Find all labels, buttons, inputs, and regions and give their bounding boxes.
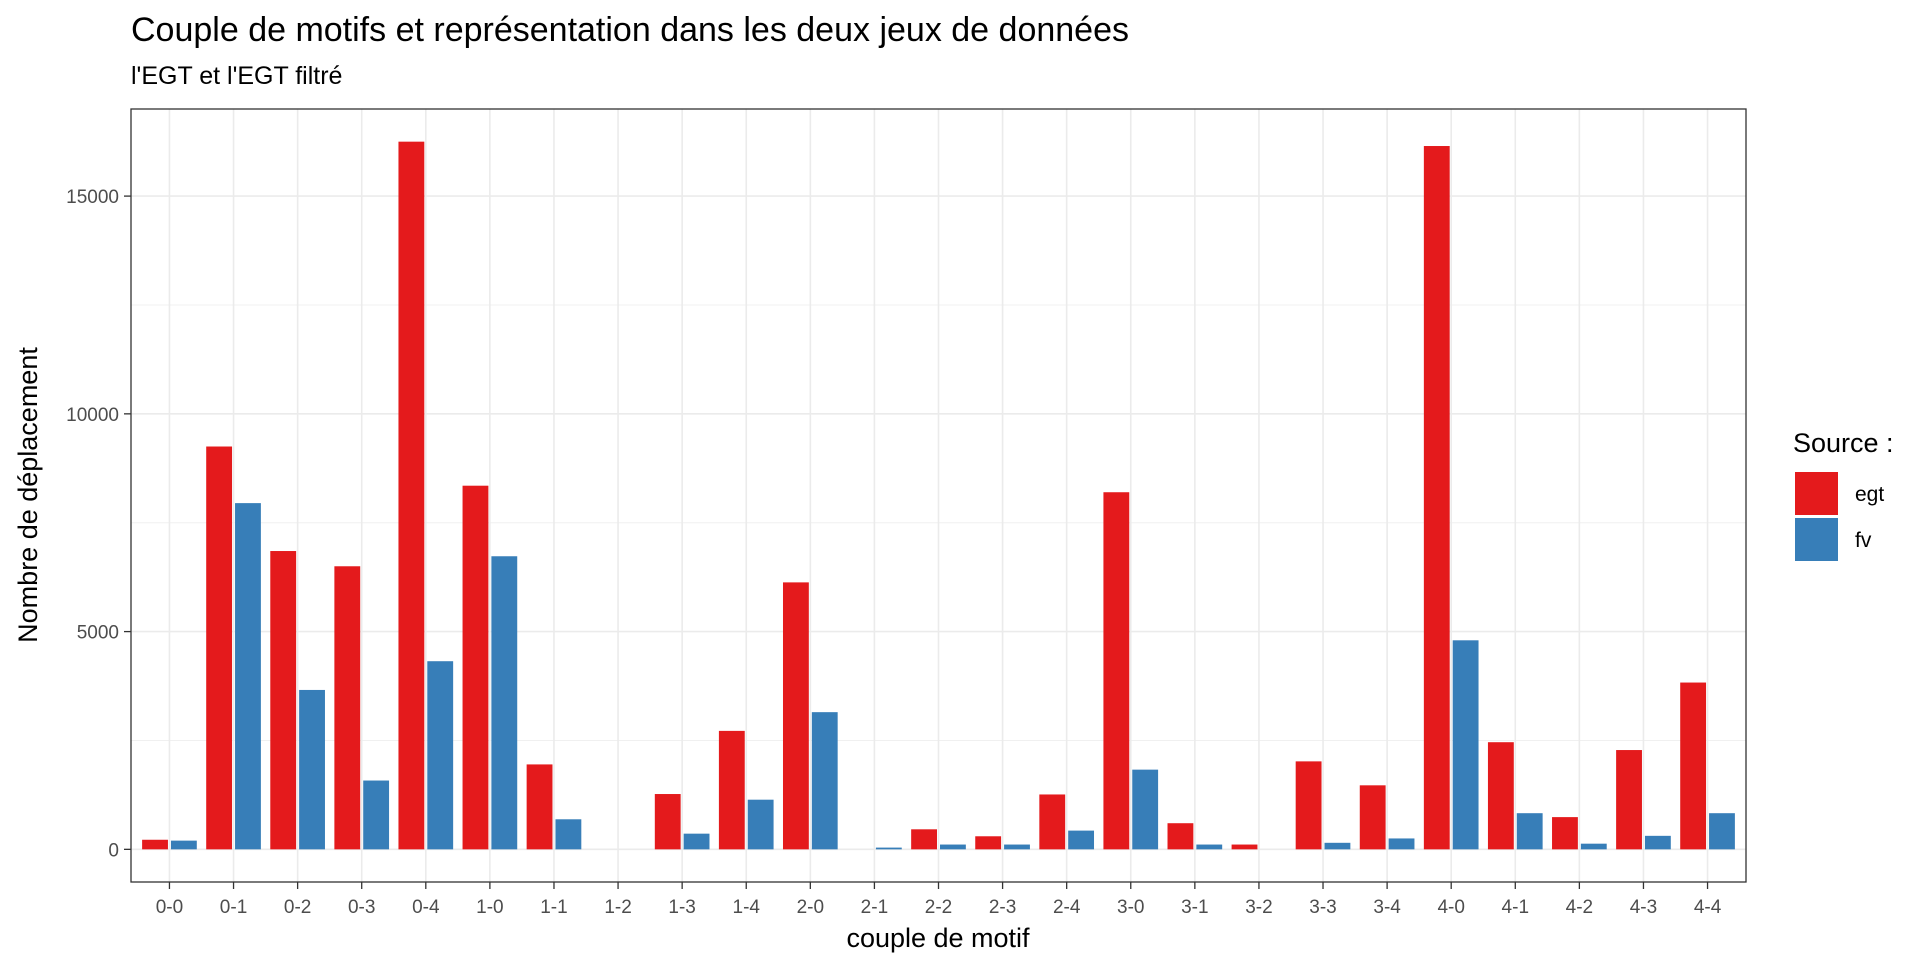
y-axis-title: Nombre de déplacement	[13, 347, 43, 643]
x-tick-label: 4-3	[1630, 897, 1657, 918]
bar-fv-1-3	[683, 833, 710, 850]
bar-egt-4-2	[1552, 817, 1578, 850]
x-tick-label: 4-2	[1566, 897, 1593, 918]
y-tick-label: 5000	[77, 623, 119, 644]
x-tick-label: 4-1	[1502, 897, 1529, 918]
bar-fv-1-0	[491, 556, 518, 850]
bar-egt-2-4	[1039, 794, 1066, 850]
bar-fv-3-4	[1388, 838, 1415, 850]
x-tick-label: 1-0	[476, 897, 503, 918]
bar-egt-0-4	[398, 141, 425, 850]
x-tick-label: 2-2	[925, 897, 952, 918]
bar-egt-4-0	[1423, 146, 1450, 850]
x-tick-label: 1-2	[604, 897, 631, 918]
x-tick-label: 4-0	[1437, 897, 1464, 918]
bar-egt-2-3	[975, 836, 1002, 850]
bar-egt-2-0	[782, 582, 809, 850]
y-tick-label: 10000	[66, 405, 119, 426]
x-tick-label: 1-4	[733, 897, 761, 918]
x-tick-label: 2-4	[1053, 897, 1081, 918]
bar-fv-1-1	[555, 819, 582, 850]
bar-fv-4-3	[1644, 835, 1671, 850]
x-tick-label: 3-0	[1117, 897, 1144, 918]
y-tick-label: 0	[108, 840, 119, 861]
x-tick-label: 3-3	[1309, 897, 1336, 918]
x-tick-label: 2-0	[797, 897, 824, 918]
legend: Source : egt fv	[1793, 428, 1894, 561]
legend-label-fv: fv	[1855, 529, 1872, 552]
bar-fv-3-0	[1132, 769, 1159, 850]
bar-egt-0-0	[142, 839, 168, 850]
bar-fv-4-1	[1516, 813, 1543, 850]
y-tick-label: 15000	[66, 187, 119, 208]
bar-egt-1-1	[526, 764, 553, 850]
bar-egt-4-4	[1680, 682, 1707, 850]
x-axis: 0-0 0-1 0-2 0-3 0-4 1-0 1-1 1-2 1-3 1-4 2-0 2-1 2-2 2…	[156, 882, 1722, 918]
bar-fv-2-0	[811, 712, 838, 850]
bar-egt-0-1	[206, 446, 233, 850]
bar-fv-4-4	[1709, 813, 1735, 850]
bar-fv-2-3	[1004, 844, 1030, 850]
bar-egt-2-2	[911, 829, 937, 850]
bar-egt-3-3	[1295, 761, 1322, 850]
bar-fv-2-2	[940, 844, 966, 850]
bar-egt-3-1	[1167, 823, 1194, 850]
x-tick-label: 0-0	[156, 897, 183, 918]
x-tick-label: 0-2	[284, 897, 311, 918]
bars-layer	[142, 141, 1735, 850]
bar-egt-1-3	[654, 794, 681, 850]
x-tick-label: 1-1	[540, 897, 567, 918]
x-tick-label: 3-1	[1181, 897, 1208, 918]
bar-fv-1-4	[747, 799, 774, 850]
x-tick-label: 4-4	[1694, 897, 1722, 918]
x-tick-label: 0-1	[220, 897, 247, 918]
y-axis: 0 5000 10000 15000	[66, 187, 131, 861]
bar-fv-0-4	[427, 661, 454, 850]
x-tick-label: 1-3	[668, 897, 695, 918]
x-tick-label: 0-3	[348, 897, 375, 918]
bar-egt-0-2	[270, 551, 297, 850]
bar-fv-0-2	[299, 689, 325, 850]
bar-fv-4-0	[1452, 640, 1479, 850]
bar-fv-4-2	[1580, 843, 1607, 850]
bar-fv-0-0	[170, 840, 197, 850]
x-tick-label: 3-2	[1245, 897, 1272, 918]
x-tick-label: 0-4	[412, 897, 440, 918]
chart-title: Couple de motifs et représentation dans …	[131, 11, 1129, 49]
bar-fv-0-1	[235, 503, 261, 850]
bar-fv-3-1	[1196, 844, 1223, 850]
bar-egt-3-4	[1359, 785, 1386, 850]
bar-fv-2-1	[875, 847, 902, 850]
bar-egt-0-3	[334, 566, 361, 850]
chart-subtitle: l'EGT et l'EGT filtré	[131, 62, 342, 90]
legend-label-egt: egt	[1855, 483, 1884, 506]
bar-fv-0-3	[363, 780, 390, 850]
x-tick-label: 3-4	[1373, 897, 1401, 918]
bar-egt-3-0	[1103, 492, 1130, 850]
bar-egt-3-2	[1231, 844, 1258, 850]
bar-fv-3-3	[1324, 842, 1351, 850]
legend-swatch-egt	[1795, 472, 1838, 515]
x-tick-label: 2-3	[989, 897, 1016, 918]
bar-egt-1-4	[718, 730, 745, 850]
bar-fv-2-4	[1068, 830, 1095, 850]
x-tick-label: 2-1	[861, 897, 888, 918]
x-axis-title: couple de motif	[846, 923, 1030, 953]
bar-egt-1-0	[462, 485, 489, 850]
bar-egt-4-1	[1487, 742, 1514, 850]
legend-title: Source :	[1793, 428, 1894, 458]
bar-egt-4-3	[1616, 750, 1642, 850]
legend-swatch-fv	[1795, 518, 1838, 561]
